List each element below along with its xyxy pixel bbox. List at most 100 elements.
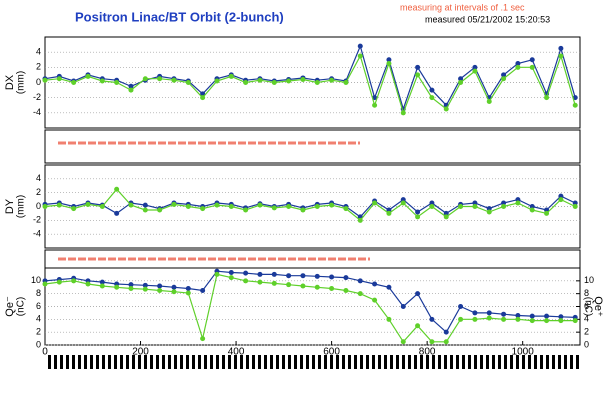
data-point [443, 329, 449, 335]
series-line [44, 270, 576, 334]
data-point [114, 80, 120, 85]
y-axis-unit: (mm) [16, 71, 27, 94]
status-panel [44, 249, 581, 269]
data-point [458, 204, 464, 209]
data-point [85, 73, 91, 79]
data-point [357, 291, 363, 297]
data-point [529, 64, 535, 70]
data-point [157, 287, 163, 293]
y-tick-label: -2 [33, 92, 41, 102]
element-strip [45, 355, 580, 369]
data-point [271, 80, 277, 85]
data-point [200, 91, 206, 97]
x-tick-label: 600 [323, 347, 340, 358]
data-point [142, 207, 148, 213]
data-point [343, 206, 349, 212]
data-point [400, 339, 406, 345]
data-point [386, 61, 392, 67]
y-tick-label: 4 [36, 47, 41, 57]
x-tick-label: 0 [42, 347, 48, 358]
data-point [386, 316, 392, 322]
data-point [429, 200, 435, 206]
y-tick-label: -4 [33, 229, 41, 239]
data-point [343, 287, 349, 293]
series-line [44, 195, 576, 218]
data-point [56, 202, 62, 208]
y2-tick-label: 2 [584, 327, 589, 337]
data-point [529, 207, 535, 213]
y-tick-label: 4 [36, 314, 41, 324]
data-point [329, 274, 335, 280]
data-point [501, 316, 507, 322]
data-point [42, 204, 48, 209]
data-point [486, 310, 492, 316]
data-point [372, 281, 378, 287]
y-axis-unit: (nC) [16, 297, 27, 316]
data-point [386, 207, 392, 213]
y2-axis-label: Qe⁺ [592, 296, 604, 317]
data-point [429, 204, 435, 209]
series-line [44, 188, 576, 222]
data-point [558, 197, 564, 203]
data-point [386, 210, 392, 216]
data-point [415, 72, 421, 78]
data-point [544, 95, 550, 101]
data-point [128, 202, 134, 208]
data-point [472, 68, 478, 74]
data-point [515, 61, 521, 67]
y2-tick-label: 10 [584, 275, 594, 285]
data-point [171, 201, 177, 207]
data-point [271, 205, 277, 211]
data-point [128, 87, 134, 93]
data-point [99, 279, 105, 285]
data-point [372, 297, 378, 303]
data-point [515, 64, 521, 70]
status-panel [44, 129, 581, 164]
timestamp: measured 05/21/2002 15:20:53 [425, 14, 550, 24]
data-point [572, 95, 578, 101]
data-point [486, 98, 492, 104]
data-point [257, 279, 263, 285]
y-tick-label: 6 [36, 301, 41, 311]
data-point [472, 200, 478, 206]
data-point [501, 311, 507, 317]
data-point [558, 318, 564, 324]
data-point [400, 197, 406, 203]
data-point [42, 77, 48, 83]
data-point [472, 204, 478, 209]
data-point [544, 207, 550, 213]
data-point [443, 106, 449, 112]
data-point [286, 282, 292, 288]
data-point [142, 76, 148, 82]
data-point [572, 204, 578, 209]
y-axis-label: Qe⁻ [4, 296, 16, 317]
data-point [171, 289, 177, 295]
y-tick-label: 10 [31, 275, 41, 285]
data-point [529, 57, 535, 63]
data-point [271, 271, 277, 277]
data-point [185, 80, 191, 85]
data-point [300, 273, 306, 279]
data-point [415, 291, 421, 297]
data-point [214, 271, 220, 277]
data-point [472, 310, 478, 316]
data-point [243, 207, 249, 213]
data-point [314, 273, 320, 279]
data-point [228, 275, 234, 281]
data-point [429, 316, 435, 322]
data-point [443, 214, 449, 220]
data-point [529, 313, 535, 319]
data-point [300, 283, 306, 289]
data-point [286, 273, 292, 279]
data-point [357, 53, 363, 59]
data-point [558, 45, 564, 51]
series-line [44, 54, 576, 115]
data-point [56, 279, 62, 285]
data-point [443, 210, 449, 216]
data-point [515, 312, 521, 318]
data-point [171, 77, 177, 83]
y-tick-label: 2 [36, 327, 41, 337]
data-point [99, 78, 105, 84]
data-point [429, 95, 435, 101]
data-point [501, 204, 507, 209]
